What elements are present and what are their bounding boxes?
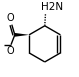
Text: O: O: [7, 13, 14, 23]
Text: H2N: H2N: [41, 2, 63, 12]
Polygon shape: [15, 33, 29, 37]
Text: O: O: [6, 46, 14, 56]
